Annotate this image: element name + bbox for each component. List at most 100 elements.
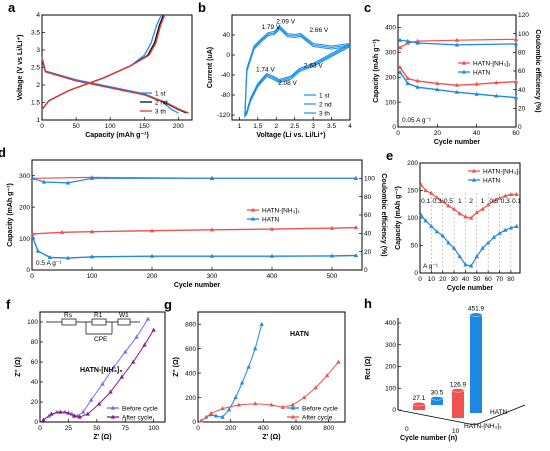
capacity-point bbox=[397, 64, 403, 69]
panel-letter: c bbox=[364, 0, 371, 15]
x-tick-label: 10 bbox=[428, 276, 436, 283]
capacity-point bbox=[89, 229, 95, 234]
capacity-point bbox=[494, 93, 499, 98]
peak-annotation: 1.74 V bbox=[256, 67, 275, 74]
capacity-point bbox=[454, 82, 460, 87]
series-point bbox=[119, 374, 125, 379]
y-tick-label: 1 bbox=[36, 117, 40, 124]
y2-tick-label: 20 bbox=[518, 106, 526, 113]
series-point bbox=[446, 203, 451, 208]
capacity-point bbox=[149, 253, 155, 258]
sample-label: HATN bbox=[290, 331, 309, 338]
ce-point bbox=[397, 45, 403, 50]
capacity-point bbox=[209, 253, 215, 258]
x-tick-label: 1 bbox=[238, 123, 242, 130]
x-tick-label: 40 bbox=[462, 276, 470, 283]
y-tick-label: 0 bbox=[392, 124, 396, 131]
y-tick-label: 150 bbox=[407, 188, 418, 195]
capacity-point bbox=[397, 69, 403, 74]
legend-label: HATN bbox=[483, 177, 501, 184]
rate-unit: A g⁻¹ bbox=[423, 263, 439, 270]
panel-a: 0 50 100 150 200 1 1.5 2 2.5 3 3.5 4 Capacity (mAh g… bbox=[8, 0, 193, 139]
y-tick-label: 0 bbox=[226, 52, 230, 59]
cv-cycle-3 bbox=[244, 28, 351, 119]
ce-point bbox=[353, 175, 359, 180]
y-axis-label: Current (uA) bbox=[207, 47, 214, 88]
x-axis bbox=[397, 409, 476, 426]
legend-label: HATN-[NH₃]₃ bbox=[473, 60, 511, 67]
series-point bbox=[71, 413, 77, 418]
ce-point bbox=[513, 36, 519, 41]
y-tick-label: 400 bbox=[385, 320, 396, 327]
x-tick-label: 1.5 bbox=[253, 123, 262, 130]
capacity-point bbox=[329, 225, 335, 230]
y-tick-label: 100 bbox=[385, 99, 396, 106]
y2-tick-label: 20 bbox=[364, 249, 372, 256]
bar-top bbox=[451, 388, 465, 393]
legend-label: HATN-[NH₃]₃ bbox=[262, 207, 300, 214]
series-point bbox=[503, 193, 508, 198]
series-point bbox=[142, 342, 147, 347]
series-point bbox=[423, 218, 428, 223]
circuit-label: R1 bbox=[94, 312, 103, 319]
x-axis-label: Cycle number bbox=[174, 282, 221, 289]
peak-annotation: 2.63 V bbox=[304, 63, 323, 70]
x-tick-label: 2.5 bbox=[290, 123, 299, 130]
x-axis-label: Cycle number bbox=[447, 285, 494, 292]
x-tick-label: 20 bbox=[434, 130, 442, 137]
plot-frame bbox=[397, 14, 517, 128]
series-point bbox=[236, 402, 242, 407]
circuit-label: W1 bbox=[119, 312, 129, 319]
series-point bbox=[514, 223, 519, 228]
rate-label: 1 bbox=[481, 198, 485, 205]
legend-label: 3 th bbox=[155, 108, 166, 115]
series-point bbox=[96, 401, 102, 406]
legend-marker bbox=[461, 60, 467, 65]
plot-frame bbox=[31, 159, 363, 271]
series-point bbox=[468, 263, 474, 268]
panel-f: 0 25 50 75 100 0 20 40 60 80 100 Z' (Ω) Z'' (Ω) f HATN… bbox=[6, 297, 166, 441]
series-line bbox=[41, 56, 179, 114]
x-tick-label: 0 bbox=[40, 123, 44, 130]
ce-point bbox=[454, 37, 460, 42]
circuit-resistor-r1 bbox=[91, 318, 107, 326]
x-tick-label: 70 bbox=[496, 276, 504, 283]
x-tick-label: 150 bbox=[139, 123, 150, 130]
x-axis-label: Voltage (Li vs. Li/Li⁺) bbox=[256, 132, 325, 139]
capacity-point bbox=[30, 231, 35, 236]
x-tick-label: 60 bbox=[485, 276, 493, 283]
capacity-point bbox=[513, 95, 519, 100]
x-tick-label: 50 bbox=[473, 276, 481, 283]
series-point bbox=[239, 380, 245, 385]
capacity-point bbox=[149, 228, 155, 233]
ce-line bbox=[32, 177, 356, 184]
series-point bbox=[480, 206, 485, 211]
capacity-point bbox=[269, 226, 275, 231]
ce-point bbox=[65, 180, 71, 185]
series-point bbox=[451, 245, 457, 250]
y2-tick-label: 100 bbox=[518, 31, 529, 38]
panel-g: 0 200 400 600 800 0 200 400 600 800 Z' (Ω) Z'' (Ω) g… bbox=[164, 297, 346, 441]
series-point bbox=[301, 395, 307, 400]
y-tick-label: 0 bbox=[392, 407, 396, 414]
x-axis-label: Z' (Ω) bbox=[93, 434, 111, 441]
rate-label: 0.1 bbox=[512, 198, 521, 205]
plot-frame bbox=[39, 311, 166, 423]
series-point bbox=[66, 410, 71, 415]
series-point bbox=[85, 411, 90, 416]
capacity-point bbox=[269, 253, 275, 258]
legend-label: HATN bbox=[473, 69, 491, 76]
x-axis-label: Cycle number bbox=[434, 139, 481, 146]
peak-annotation: 1.79 V bbox=[262, 24, 281, 31]
series-line bbox=[420, 214, 517, 267]
x-tick-label: 600 bbox=[291, 425, 302, 432]
rate-label: 1 bbox=[458, 198, 462, 205]
series-point bbox=[446, 240, 451, 245]
series-point bbox=[313, 385, 318, 390]
y-axis-label: Capacity (mAh g⁻¹) bbox=[373, 39, 380, 103]
y-axis-label: Rct (Ω) bbox=[365, 356, 372, 380]
y-tick-label: 80 bbox=[31, 339, 39, 346]
y-tick-label: 300 bbox=[385, 342, 396, 349]
series-line bbox=[200, 361, 339, 422]
series-point bbox=[423, 188, 428, 193]
